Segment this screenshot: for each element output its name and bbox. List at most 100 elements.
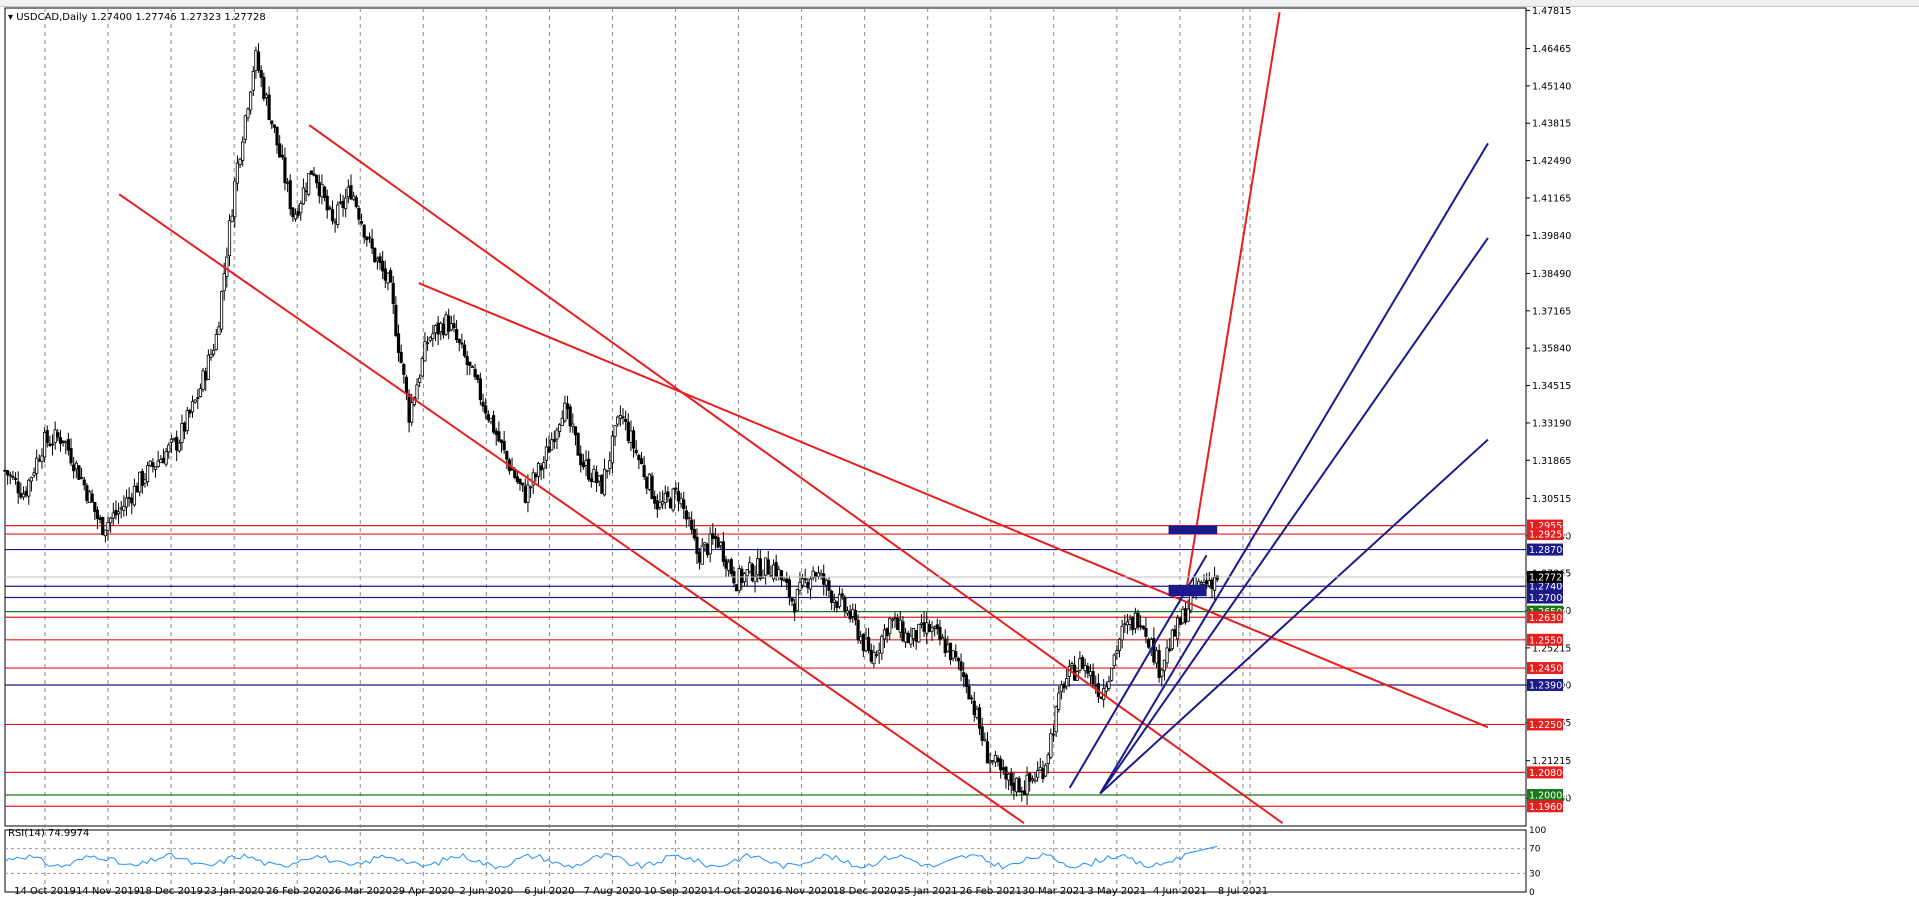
candle-body (922, 622, 926, 632)
candle-body (50, 443, 55, 446)
y-tick-label: 1.38490 (1532, 269, 1571, 280)
level-label: 1.22500 (1529, 720, 1568, 731)
candle-body (423, 341, 427, 362)
x-tick-label: 16 Nov 2020 (770, 886, 834, 897)
candle-body (1123, 623, 1127, 626)
candle-body (439, 322, 443, 333)
candle-body (906, 632, 910, 644)
level-label-bg (1527, 662, 1563, 675)
candle-body (441, 323, 446, 336)
candle-body (864, 638, 868, 652)
candle-body (993, 754, 997, 763)
candle-body (724, 559, 728, 569)
candle-body (418, 377, 422, 383)
candle-body (668, 498, 673, 509)
candle-body (695, 536, 699, 555)
candle-body (785, 578, 789, 583)
candle-body (185, 410, 189, 431)
candle-body (634, 449, 638, 454)
candle-body (109, 517, 113, 524)
candle-body (518, 478, 522, 485)
candle-body (148, 460, 152, 466)
x-tick-label: 6 Jul 2020 (524, 886, 574, 897)
candle-body (1046, 754, 1050, 764)
y-tick-label: 1.37165 (1532, 306, 1571, 317)
candle-body (193, 399, 197, 403)
candle-body (256, 51, 261, 71)
candle-body (972, 700, 976, 716)
level-label: 1.29550 (1529, 521, 1568, 532)
candle-body (996, 757, 1000, 762)
candle-body (719, 542, 723, 546)
candle-body (948, 642, 953, 661)
candle-body (555, 429, 559, 440)
candle-body (468, 361, 472, 366)
y-tick-label: 1.46465 (1532, 44, 1571, 55)
x-tick-label: 8 Jul 2021 (1218, 886, 1268, 897)
candle-body (576, 432, 580, 456)
candle-body (143, 479, 147, 484)
candle-body (299, 202, 303, 214)
candle-body (135, 485, 139, 493)
candle-body (536, 462, 541, 477)
candle-body (613, 425, 617, 437)
candle-body (737, 568, 741, 592)
candle-body (8, 474, 12, 477)
candle-body (280, 154, 284, 158)
candle-body (1030, 778, 1034, 781)
candle-body (219, 291, 224, 330)
x-tick-label: 30 Mar 2021 (1022, 886, 1085, 897)
candle-body (940, 636, 945, 639)
candle-body (388, 270, 393, 283)
candle-body (304, 190, 308, 193)
candle-body (230, 215, 234, 223)
candle-body (594, 471, 599, 484)
candle-body (349, 185, 353, 200)
candle-body (336, 204, 340, 226)
candle-body (206, 354, 210, 380)
candle-body (167, 444, 171, 453)
candle-body (946, 644, 950, 652)
level-label: 1.20000 (1529, 790, 1568, 801)
candle-body (225, 256, 229, 277)
candle-body (1006, 773, 1011, 781)
candle-body (452, 323, 456, 329)
symbol-dropdown-icon[interactable]: ▾ (8, 12, 14, 23)
candle-body (381, 260, 385, 272)
candle-body (1004, 766, 1008, 780)
candle-body (6, 470, 10, 476)
candle-body (631, 430, 636, 449)
candle-body (233, 180, 237, 218)
candle-body (370, 238, 374, 249)
candle-body (21, 493, 26, 498)
candle-body (227, 220, 232, 257)
candle-body (391, 282, 395, 305)
candle-body (217, 326, 221, 336)
candle-body (1165, 647, 1169, 664)
candle-body (550, 439, 554, 451)
candle-body (671, 488, 675, 511)
candle-body (1199, 582, 1203, 585)
candle-body (494, 430, 498, 435)
candle-body (666, 491, 670, 498)
candle-body (357, 208, 361, 220)
candle-body (1043, 764, 1048, 777)
candle-body (1162, 659, 1167, 672)
candle-body (146, 465, 150, 483)
candle-body (626, 421, 630, 442)
rsi-tick-label: 70 (1529, 845, 1541, 855)
candle-body (243, 115, 247, 140)
candle-body (325, 195, 329, 211)
rsi-label: RSI(14) 74.9974 (8, 828, 90, 839)
candle-body (534, 473, 538, 478)
candle-body (782, 579, 786, 582)
level-label: 1.29250 (1529, 530, 1568, 541)
candle-body (1099, 697, 1103, 699)
candle-body (40, 455, 44, 462)
chart-header: ▾ USDCAD,Daily 1.27400 1.27746 1.27323 1… (8, 12, 266, 23)
x-tick-label: 23 Jan 2020 (204, 886, 264, 897)
candle-body (816, 572, 821, 577)
candle-body (1107, 681, 1111, 690)
